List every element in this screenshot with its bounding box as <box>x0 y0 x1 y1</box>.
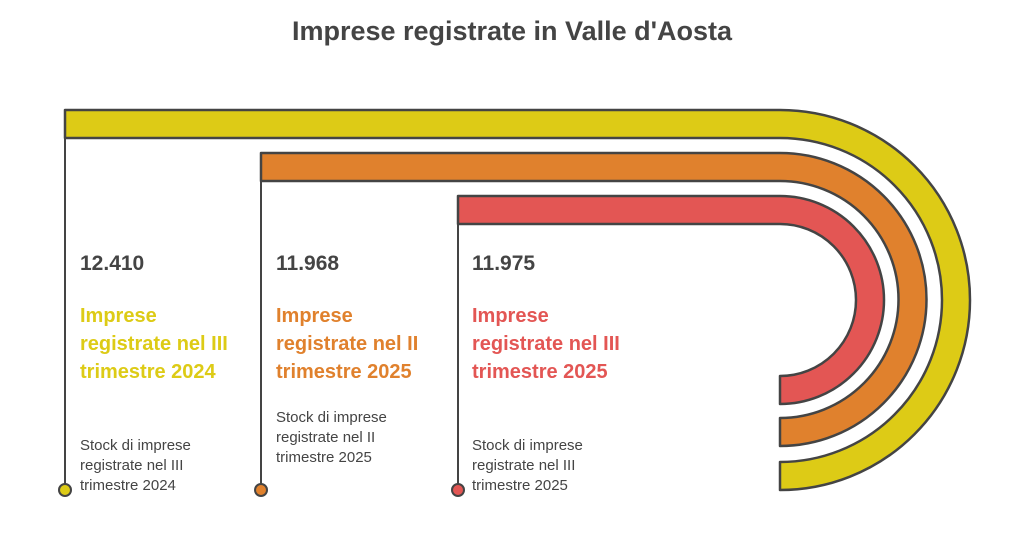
label-2024-q3: Imprese registrate nel III trimestre 202… <box>80 305 228 383</box>
marker-dot-2025-q3 <box>451 483 465 497</box>
description-2024-q3: Stock di imprese registrate nel III trim… <box>80 437 191 494</box>
value-2024-q3: 12.410 <box>80 252 145 275</box>
arc-band-2024-q3 <box>63 108 972 492</box>
marker-dot-2025-q2 <box>254 483 268 497</box>
value-2025-q2: 11.968 <box>276 252 340 275</box>
description-2025-q2: Stock di imprese registrate nel II trime… <box>276 409 387 466</box>
page-title: Imprese registrate in Valle d'Aosta <box>291 16 733 46</box>
marker-dot-2024-q3 <box>58 483 72 497</box>
value-2025-q3: 11.975 <box>472 252 536 275</box>
label-2025-q3: Imprese registrate nel III trimestre 202… <box>472 305 620 383</box>
arc-band-2025-q3 <box>456 194 886 406</box>
description-2025-q3: Stock di imprese registrate nel III trim… <box>472 437 583 494</box>
arc-band-2025-q2 <box>259 151 928 448</box>
label-2025-q2: Imprese registrate nel II trimestre 2025 <box>276 305 419 383</box>
